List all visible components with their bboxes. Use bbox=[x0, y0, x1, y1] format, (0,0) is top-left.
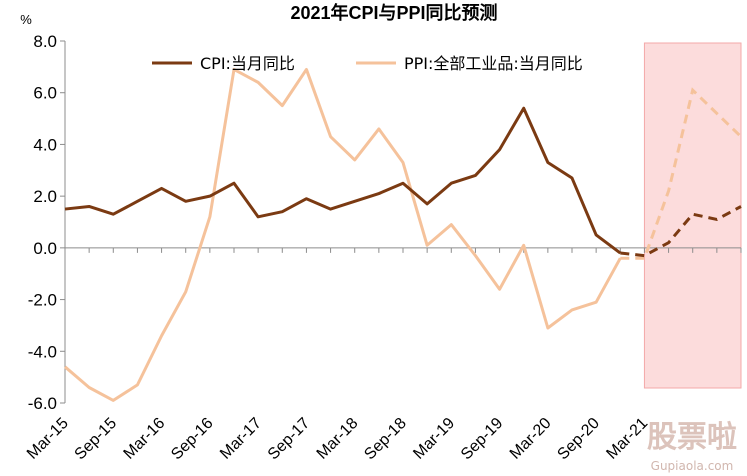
watermark-text: 股票啦 bbox=[647, 420, 737, 455]
chart-title: 2021年CPI与PPI同比预测 bbox=[290, 2, 497, 23]
series-layer bbox=[64, 67, 743, 402]
watermark-url: Gupiaola.com bbox=[651, 459, 734, 473]
x-tick-label: Sep-15 bbox=[72, 415, 121, 464]
x-tick-label: Mar-21 bbox=[603, 415, 651, 463]
x-tick-label: Mar-16 bbox=[121, 415, 169, 463]
y-tick-label: 8.0 bbox=[33, 32, 57, 51]
series-forecast-0 bbox=[620, 205, 742, 258]
x-tick-label: Sep-19 bbox=[458, 415, 507, 464]
y-tick-label: 4.0 bbox=[33, 135, 57, 154]
watermark: 股票啦 Gupiaola.com bbox=[647, 420, 737, 473]
y-tick-label: -6.0 bbox=[28, 394, 57, 413]
legend-label-cpi: CPI:当月同比 bbox=[200, 54, 295, 73]
y-tick-label: -4.0 bbox=[28, 342, 57, 361]
x-tick-label: Mar-15 bbox=[24, 415, 72, 463]
x-tick-label: Sep-16 bbox=[168, 415, 217, 464]
y-tick-label: 2.0 bbox=[33, 187, 57, 206]
y-tick-label: 0.0 bbox=[33, 239, 57, 258]
y-tick-label: 6.0 bbox=[33, 84, 57, 103]
x-tick-label: Mar-19 bbox=[410, 415, 458, 463]
x-tick-label: Mar-17 bbox=[217, 415, 265, 463]
x-tick-label: Sep-18 bbox=[361, 415, 410, 464]
y-axis: 8.0 6.0 4.0 2.0 0.0 -2.0 -4.0 -6.0 bbox=[28, 32, 66, 413]
x-tick-label: Sep-17 bbox=[265, 415, 314, 464]
series-line-0 bbox=[64, 106, 622, 255]
legend: CPI:当月同比 PPI:全部工业品:当月同比 bbox=[152, 54, 583, 73]
series-line-1 bbox=[64, 67, 622, 402]
x-tick-label: Mar-20 bbox=[507, 415, 555, 463]
y-unit-label: % bbox=[20, 12, 32, 27]
x-tick-label: Mar-18 bbox=[314, 415, 362, 463]
x-axis: Mar-15 Sep-15 Mar-16 Sep-16 Mar-17 Sep-17 Mar-… bbox=[24, 247, 742, 464]
series-forecast-1 bbox=[620, 87, 743, 260]
x-tick-label: Sep-20 bbox=[554, 415, 603, 464]
y-tick-label: -2.0 bbox=[28, 291, 57, 310]
legend-label-ppi: PPI:全部工业品:当月同比 bbox=[404, 54, 583, 73]
